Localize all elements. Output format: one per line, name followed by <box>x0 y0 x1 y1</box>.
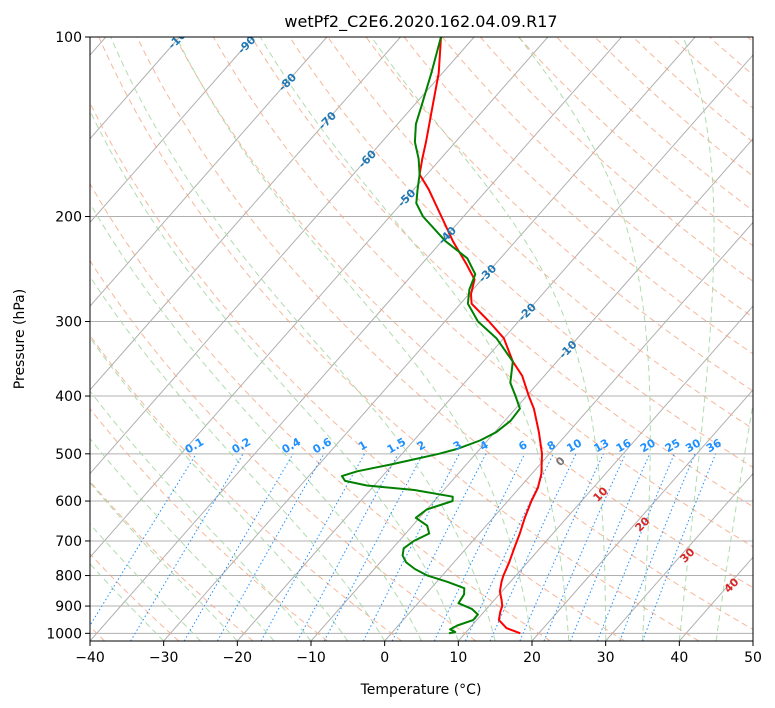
y-tick-label: 900 <box>55 599 82 615</box>
isotherm-line <box>90 37 475 475</box>
moist-adiabat-line <box>90 523 201 641</box>
moist-adiabat-line <box>90 202 422 641</box>
y-tick-label: 100 <box>55 30 82 46</box>
mixing-ratio-line <box>216 453 325 641</box>
dry-adiabat-line <box>441 37 753 318</box>
x-tick-label: 40 <box>670 650 688 666</box>
dry-adiabat-line <box>90 334 403 641</box>
moist-adiabat-line <box>90 275 386 641</box>
moist-adiabat-line <box>110 37 496 641</box>
y-tick-label: 300 <box>55 315 82 331</box>
mixing-ratio-line <box>543 453 626 641</box>
mixing-ratio-line <box>596 453 675 641</box>
isotherm-line <box>90 37 401 391</box>
dry-adiabat-line <box>90 408 328 641</box>
mixing-ratio-line <box>489 453 577 641</box>
isotherm-line <box>90 37 549 559</box>
moist-adiabat-line <box>678 37 715 641</box>
x-tick-label: −40 <box>75 650 105 666</box>
moist-adiabat-line <box>90 563 165 641</box>
x-tick-label: 30 <box>597 650 615 666</box>
mixing-ratio-line <box>569 453 651 641</box>
isotherm-line <box>310 137 753 641</box>
dry-adiabat-line <box>480 37 753 282</box>
dry-adiabat-line <box>90 553 180 641</box>
mixing-ratio-line <box>433 453 526 641</box>
moist-adiabat-line <box>259 37 570 641</box>
y-tick-label: 800 <box>55 569 82 585</box>
moist-adiabat-line <box>175 37 533 641</box>
dry-adiabat-line <box>98 37 700 641</box>
dry-adiabat-line <box>90 259 477 641</box>
y-tick-label: 700 <box>55 534 82 550</box>
isotherm-line <box>163 37 696 641</box>
x-tick-label: −30 <box>149 650 179 666</box>
x-tick-label: −20 <box>223 650 253 666</box>
moist-adiabat-line <box>518 37 651 641</box>
x-tick-label: 0 <box>380 650 389 666</box>
mixing-ratio-line <box>619 453 696 641</box>
y-tick-label: 600 <box>55 494 82 510</box>
isotherm-line <box>457 305 753 641</box>
dewpoint-profile-line <box>340 37 521 635</box>
y-axis-label: Pressure (hPa) <box>12 289 28 389</box>
y-tick-label: 400 <box>55 389 82 405</box>
moist-adiabat-line <box>90 481 238 641</box>
moist-adiabat-line <box>370 37 607 641</box>
x-tick-label: −10 <box>296 650 326 666</box>
isotherm-line <box>90 37 328 307</box>
plot-frame <box>89 36 754 642</box>
moist-adiabat-line <box>715 401 753 641</box>
x-tick-label: 10 <box>449 650 467 666</box>
y-tick-label: 500 <box>55 447 82 463</box>
moist-adiabat-line <box>90 437 275 641</box>
isotherm-line <box>605 472 753 641</box>
isotherm-line <box>90 37 622 641</box>
x-tick-label: 20 <box>523 650 541 666</box>
dry-adiabat-line <box>136 37 753 631</box>
x-tick-label: 50 <box>744 650 762 666</box>
mixing-ratio-line <box>519 453 604 641</box>
isotherm-line <box>531 389 753 641</box>
temperature-profile-line <box>418 37 543 635</box>
x-axis-label: Temperature (°C) <box>360 682 482 698</box>
moist-adiabat-line <box>90 390 312 641</box>
moist-adiabat-line <box>90 336 349 641</box>
mixing-ratio-line <box>642 453 717 641</box>
dry-adiabat-line <box>90 480 254 641</box>
isotherm-line <box>90 37 254 224</box>
mixing-ratio-line <box>130 453 244 641</box>
isotherm-line <box>90 37 180 140</box>
isotherm-line <box>384 221 753 641</box>
mixing-ratio-line <box>297 453 399 641</box>
chart-title: wetPf2_C2E6.2020.162.04.09.R17 <box>284 12 557 32</box>
y-tick-label: 1000 <box>46 626 82 642</box>
mixing-ratio-line <box>183 453 294 641</box>
moist-adiabat-line <box>90 109 459 641</box>
dry-adiabat-line <box>90 182 551 641</box>
y-tick-label: 200 <box>55 210 82 226</box>
